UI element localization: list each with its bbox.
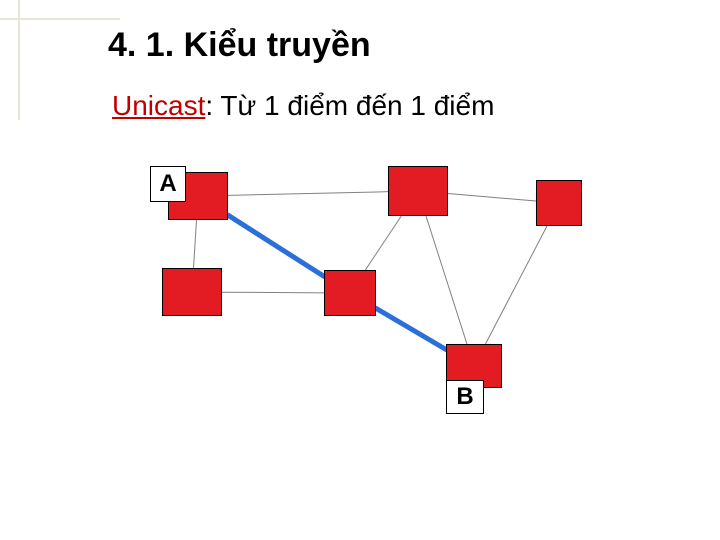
slide-subtitle: Unicast: Từ 1 điểm đến 1 điểm xyxy=(112,90,494,122)
node-label-b: B xyxy=(446,380,484,414)
subtitle-rest: : Từ 1 điểm đến 1 điểm xyxy=(205,90,494,121)
slide-title: 4. 1. Kiểu truyền xyxy=(108,26,371,65)
network-node xyxy=(162,268,222,316)
edge xyxy=(222,292,324,293)
highlight-edge xyxy=(376,308,446,349)
edge xyxy=(448,194,536,201)
edge xyxy=(365,216,401,270)
unicast-keyword: Unicast xyxy=(112,90,205,121)
edge xyxy=(485,226,547,344)
highlight-edge xyxy=(228,215,324,276)
edge xyxy=(228,192,388,196)
corner-decoration xyxy=(0,18,120,20)
node-label-a: A xyxy=(150,166,186,202)
network-node xyxy=(388,166,448,216)
network-node xyxy=(324,270,376,316)
edge xyxy=(426,216,467,344)
edge xyxy=(194,220,197,268)
unicast-diagram: AB xyxy=(120,160,620,460)
network-node xyxy=(536,180,582,226)
